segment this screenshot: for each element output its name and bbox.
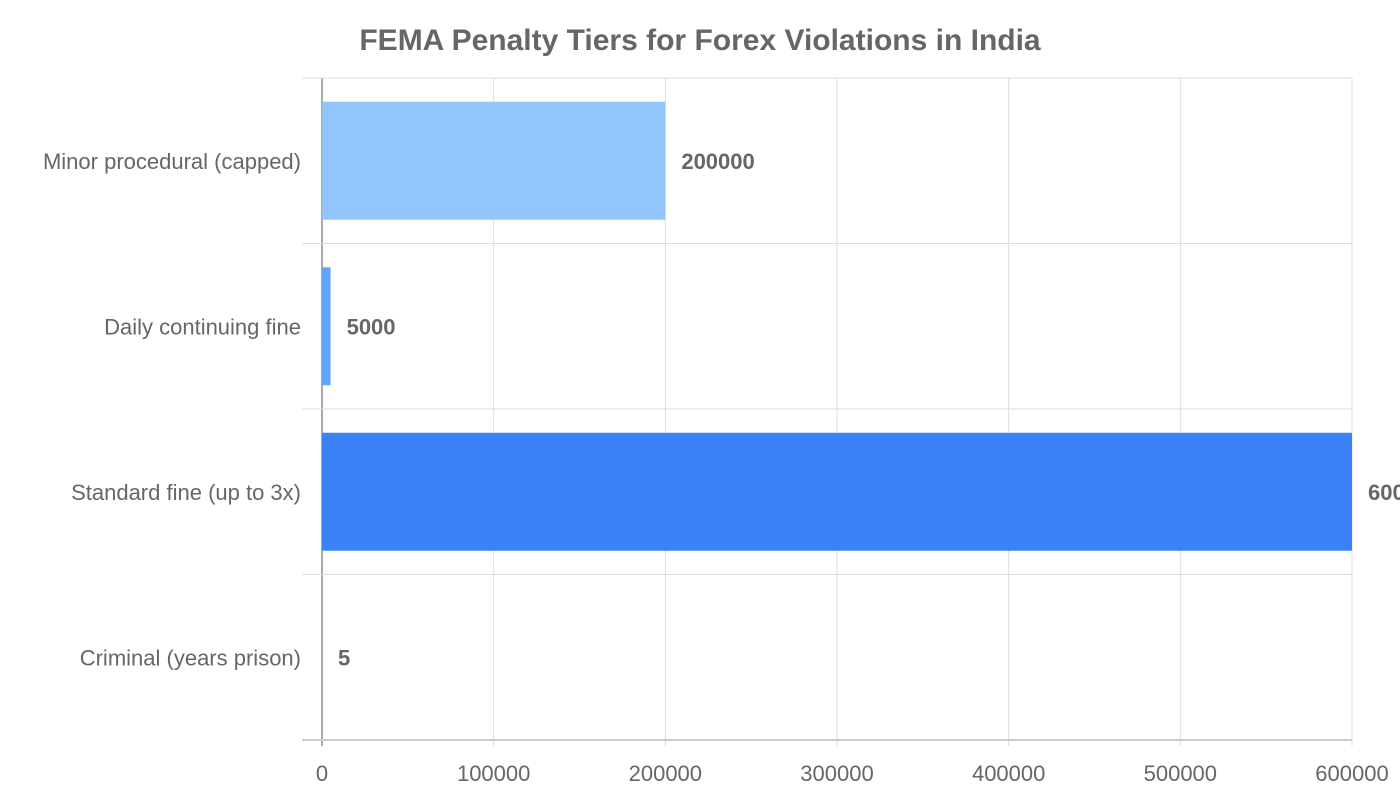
chart-title: FEMA Penalty Tiers for Forex Violations … (359, 24, 1041, 57)
x-tick-label: 500000 (1144, 761, 1217, 786)
x-tick-label: 400000 (972, 761, 1045, 786)
x-tick-label: 100000 (457, 761, 530, 786)
data-label: 200000 (681, 149, 754, 174)
y-category-label: Minor procedural (capped) (43, 149, 301, 174)
x-tick-label: 0 (316, 761, 328, 786)
x-tick-label: 300000 (800, 761, 873, 786)
x-tick-label: 600000 (1315, 761, 1388, 786)
bar (322, 432, 1352, 551)
bars (322, 101, 1352, 717)
data-label: 5000 (347, 314, 396, 339)
y-category-label: Criminal (years prison) (80, 645, 301, 670)
data-label: 600000 (1368, 480, 1400, 505)
y-category-label: Daily continuing fine (104, 314, 301, 339)
bar (322, 101, 666, 220)
y-category-label: Standard fine (up to 3x) (71, 480, 301, 505)
labels: 0 100000 200000 300000 400000 500000 600000 Min… (43, 149, 1400, 786)
x-tick-label: 200000 (629, 761, 702, 786)
data-label: 5 (338, 645, 350, 670)
bar (322, 267, 331, 386)
